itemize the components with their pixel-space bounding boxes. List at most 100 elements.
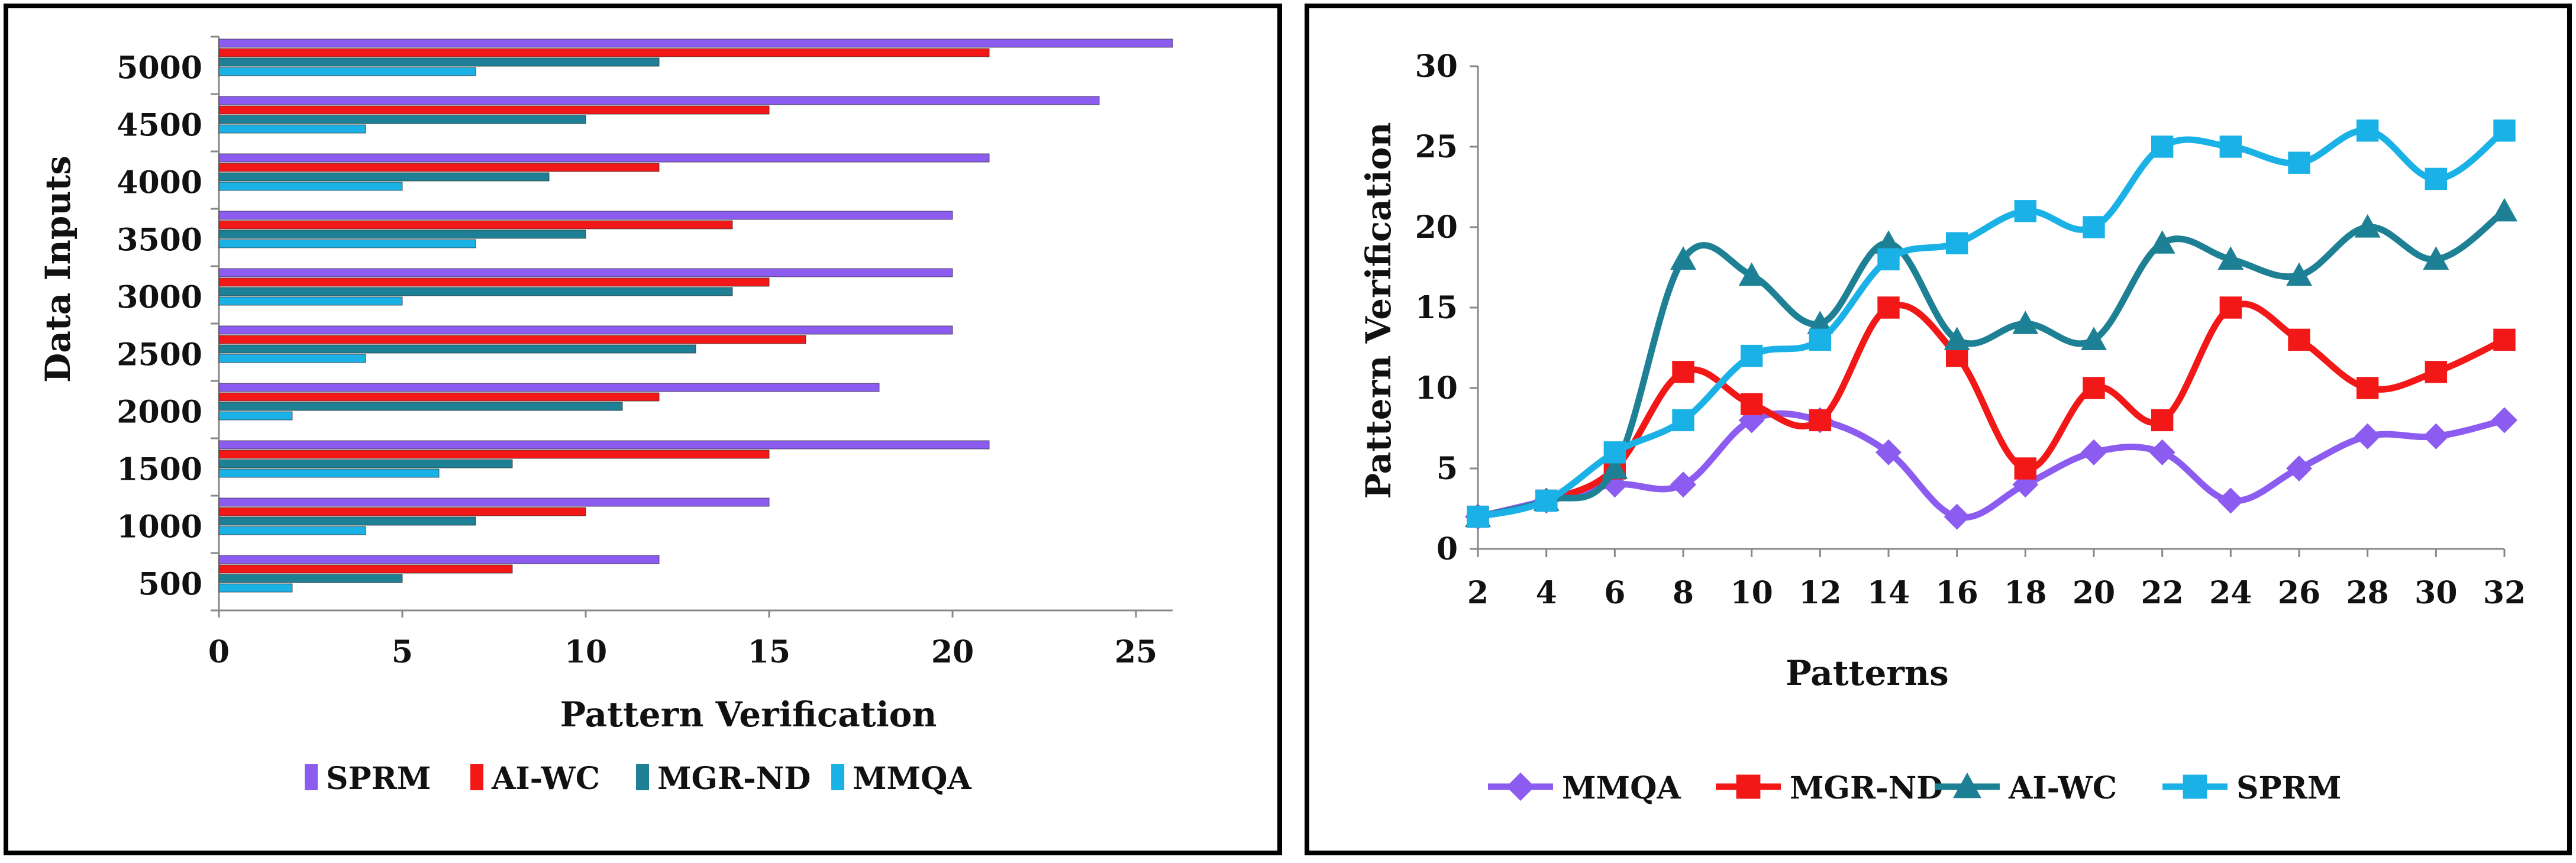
line-x-tick-label: 8	[1673, 575, 1694, 611]
legend-label-sprm: SPRM	[2236, 770, 2341, 806]
point-mgr-nd-28	[2356, 377, 2379, 399]
point-sprm-18	[2014, 200, 2037, 222]
point-mgr-nd-24	[2219, 296, 2242, 319]
point-ai-wc-28	[2354, 214, 2381, 238]
bar-x-tick-label: 0	[208, 634, 230, 670]
bar-ai-wc-4000	[218, 163, 660, 172]
bar-mgr-nd-3000	[218, 287, 733, 296]
bar-x-tick-label: 5	[392, 634, 413, 670]
line-x-tick-label: 22	[2141, 575, 2183, 611]
line-x-tick-label: 16	[1935, 575, 1978, 611]
bar-sprm-2500	[218, 325, 953, 335]
bar-sprm-500	[218, 555, 660, 564]
bar-mgr-nd-1000	[218, 516, 476, 526]
point-sprm-2	[1467, 505, 1489, 528]
point-mgr-nd-26	[2288, 328, 2310, 351]
bar-mgr-nd-2500	[218, 344, 696, 354]
bar-chart-plot: 0 5 10 15 20 25 500 1000 1500 2000 2500 3000 3500 400…	[117, 35, 1173, 670]
line-x-tick-label: 28	[2346, 575, 2388, 611]
line-y-tick-label: 15	[1415, 290, 1458, 326]
line-x-tick-label: 32	[2483, 575, 2526, 611]
line-series-mmqa	[1477, 410, 2506, 521]
bar-mgr-nd-3500	[218, 230, 586, 239]
bar-y-axis-label: Data Inputs	[38, 156, 78, 383]
point-ai-wc-30	[2423, 246, 2449, 270]
bar-chart-legend: SPRM AI-WC MGR-ND MMQA	[305, 761, 971, 797]
legend-label-mgr-nd: MGR-ND	[1790, 770, 1943, 806]
bar-category-label: 500	[138, 567, 202, 603]
point-ai-wc-16	[1944, 327, 1970, 350]
legend-swatch-mmqa	[831, 764, 844, 790]
bar-ai-wc-1500	[218, 450, 770, 459]
bar-mmqa-1000	[218, 526, 366, 535]
legend-label-ai-wc: AI-WC	[2008, 770, 2117, 806]
bar-sprm-1500	[218, 440, 990, 450]
bar-sprm-3000	[218, 268, 953, 277]
point-ai-wc-22	[2149, 230, 2175, 254]
bar-mgr-nd-5000	[218, 57, 660, 67]
bar-x-tick-label: 25	[1115, 634, 1157, 670]
bar-mgr-nd-4000	[218, 172, 550, 182]
bar-ai-wc-500	[218, 564, 513, 574]
point-mmqa-32	[2491, 407, 2517, 434]
bar-category-label: 4000	[117, 165, 202, 201]
point-sprm-8	[1672, 409, 1694, 432]
bar-sprm-4500	[218, 96, 1100, 105]
bar-sprm-1000	[218, 497, 770, 507]
bar-x-tick-label: 20	[931, 634, 974, 670]
bar-mmqa-2000	[218, 411, 293, 421]
bar-category-label: 2000	[117, 395, 202, 431]
point-mmqa-26	[2286, 455, 2312, 481]
bar-category-label: 3000	[117, 280, 202, 316]
line-x-tick-label: 18	[2004, 575, 2046, 611]
point-ai-wc-24	[2217, 246, 2244, 270]
point-mmqa-20	[2081, 439, 2107, 466]
point-mmqa-28	[2354, 423, 2381, 450]
bar-mmqa-500	[218, 583, 293, 593]
point-mgr-nd-8	[1672, 361, 1694, 383]
bar-chart-frame	[4, 4, 1282, 855]
legend-label-mmqa: MMQA	[1562, 770, 1681, 806]
point-mgr-nd-10	[1740, 393, 1763, 415]
line-x-tick-label: 14	[1867, 575, 1910, 611]
bar-mgr-nd-2000	[218, 402, 623, 411]
bar-sprm-2000	[218, 383, 880, 392]
bar-sprm-3500	[218, 211, 953, 220]
point-sprm-6	[1603, 441, 1626, 464]
bar-ai-wc-4500	[218, 105, 770, 115]
bar-mgr-nd-1500	[218, 459, 513, 468]
bar-mmqa-4500	[218, 124, 366, 134]
legend-label-ai-wc: AI-WC	[491, 761, 600, 797]
bar-mmqa-3000	[218, 296, 403, 306]
line-x-tick-label: 12	[1799, 575, 1841, 611]
point-sprm-16	[1945, 232, 1968, 254]
point-mmqa-14	[1875, 439, 1902, 466]
bar-category-label: 2500	[117, 337, 202, 373]
line-y-tick-label: 30	[1415, 49, 1458, 85]
point-mmqa-16	[1944, 503, 1970, 530]
line-x-tick-label: 26	[2278, 575, 2320, 611]
bar-sprm-5000	[218, 38, 1173, 48]
point-mgr-nd-32	[2493, 328, 2516, 351]
legend-swatch-ai-wc	[470, 764, 483, 790]
point-mmqa-30	[2423, 423, 2449, 450]
line-x-tick-label: 20	[2073, 575, 2115, 611]
bar-ai-wc-3000	[218, 277, 770, 287]
legend-swatch-mgr-nd	[636, 764, 649, 790]
point-sprm-22	[2151, 135, 2174, 158]
bar-ai-wc-1000	[218, 507, 586, 516]
point-sprm-12	[1809, 328, 1832, 351]
line-x-tick-label: 6	[1604, 575, 1625, 611]
line-series-sprm	[1477, 127, 2507, 520]
line-y-axis-label: Pattern Verification	[1358, 122, 1399, 499]
point-sprm-30	[2425, 167, 2448, 190]
bar-ai-wc-3500	[218, 220, 733, 230]
bar-ai-wc-2000	[218, 392, 660, 402]
line-y-tick-label: 25	[1415, 129, 1458, 165]
legend-swatch-sprm	[305, 764, 318, 790]
point-sprm-24	[2219, 135, 2242, 158]
bar-mgr-nd-4500	[218, 115, 586, 124]
line-x-axis-label: Patterns	[1786, 653, 1949, 693]
